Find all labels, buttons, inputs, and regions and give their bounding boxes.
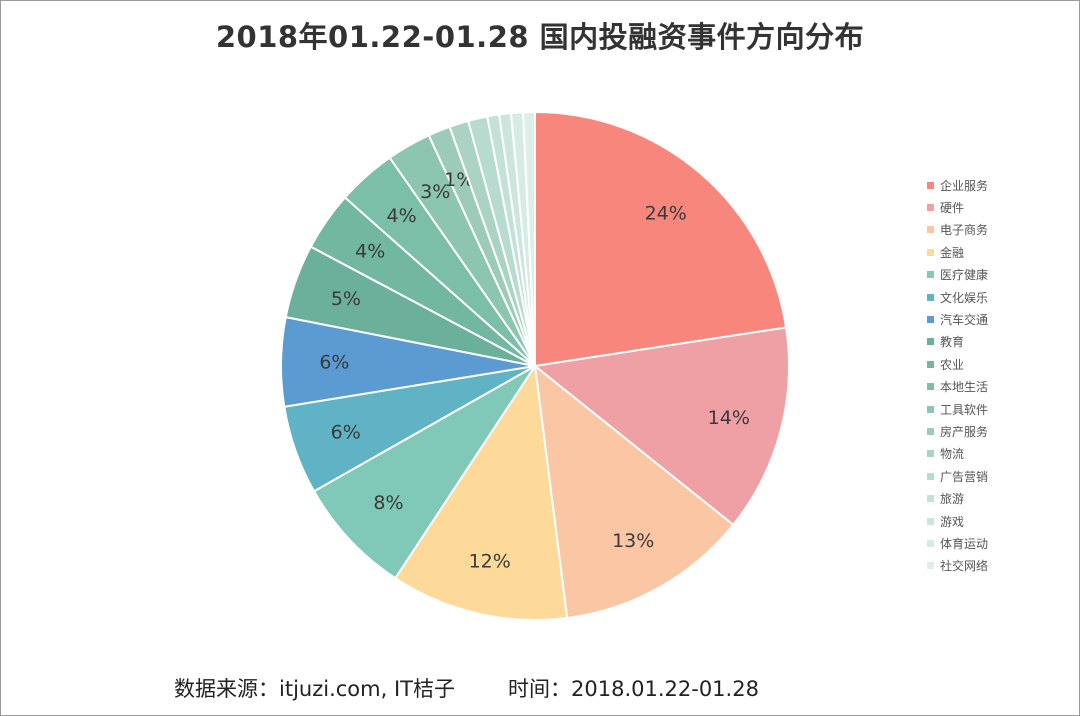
legend-swatch [927,517,934,525]
chart-title: 2018年01.22-01.28 国内投融资事件方向分布 [215,20,865,54]
legend-label: 教育 [940,335,965,350]
pie-slice [312,365,536,580]
date-range-text: 时间：2018.01.22-01.28 [508,677,759,701]
slice-label: 6% [331,422,361,444]
legend-swatch [927,450,934,458]
legend-swatch [927,204,934,212]
legend-item: 汽车交通 [927,308,988,330]
legend-item: 旅游 [927,487,988,509]
legend-item: 工具软件 [927,398,988,420]
pie-slice [393,363,569,621]
legend-item: 金融 [927,241,988,263]
legend-label: 社交网络 [940,559,989,574]
legend-label: 本地生活 [940,380,989,395]
legend-swatch [927,427,934,435]
slice-label: 4% [387,205,417,227]
slice-label: 4% [355,241,385,263]
legend-item: 农业 [927,353,988,375]
legend-label: 房产服务 [940,424,989,439]
legend-swatch [927,293,934,301]
legend-item: 教育 [927,331,988,353]
legend-item: 本地生活 [927,376,988,398]
legend-swatch [927,360,934,368]
pie-slice [533,363,735,620]
legend-item: 物流 [927,443,988,465]
legend-item: 广告营销 [927,465,988,487]
legend-label: 农业 [940,357,965,372]
legend-swatch [927,539,934,547]
legend-item: 医疗健康 [927,264,988,286]
legend-swatch [927,181,934,189]
legend-label: 医疗健康 [940,268,989,283]
chart-legend: 企业服务硬件电子商务金融医疗健康文化娱乐汽车交通教育农业本地生活工具软件房产服务… [927,174,988,577]
slice-label: 12% [469,551,511,573]
slice-label: 14% [708,407,750,429]
legend-swatch [927,226,934,234]
legend-item: 游戏 [927,510,988,532]
legend-label: 体育运动 [940,536,989,551]
legend-label: 广告营销 [940,469,989,484]
legend-item: 房产服务 [927,420,988,442]
legend-label: 硬件 [940,201,965,216]
legend-label: 文化娱乐 [940,290,989,305]
pie-slice [534,110,788,368]
slice-label: 8% [373,492,403,514]
legend-swatch [927,472,934,480]
legend-label: 金融 [940,245,965,260]
legend-label: 电子商务 [940,223,989,238]
legend-swatch [927,495,934,503]
legend-swatch [927,562,934,570]
slice-label: 3% [420,181,450,203]
legend-item: 硬件 [927,196,988,218]
legend-swatch [927,405,934,413]
legend-label: 工具软件 [940,402,989,417]
legend-swatch [927,248,934,256]
legend-label: 汽车交通 [940,313,989,328]
legend-item: 电子商务 [927,219,988,241]
legend-label: 游戏 [940,514,965,529]
legend-item: 社交网络 [927,555,988,577]
slice-label: 24% [645,203,687,225]
legend-swatch [927,271,934,279]
legend-swatch [927,338,934,346]
legend-swatch [927,383,934,391]
legend-label: 企业服务 [940,178,989,193]
legend-label: 旅游 [940,492,965,507]
legend-swatch [927,316,934,324]
legend-item: 体育运动 [927,532,988,554]
legend-label: 物流 [940,447,965,462]
legend-item: 文化娱乐 [927,286,988,308]
slice-label: 6% [319,352,349,374]
legend-item: 企业服务 [927,174,988,196]
pie-slice [532,326,790,527]
slice-label: 5% [331,288,361,310]
data-source-text: 数据来源：itjuzi.com, IT桔子 [174,677,455,701]
pie-slice [521,110,536,367]
slice-label: 13% [612,530,654,552]
